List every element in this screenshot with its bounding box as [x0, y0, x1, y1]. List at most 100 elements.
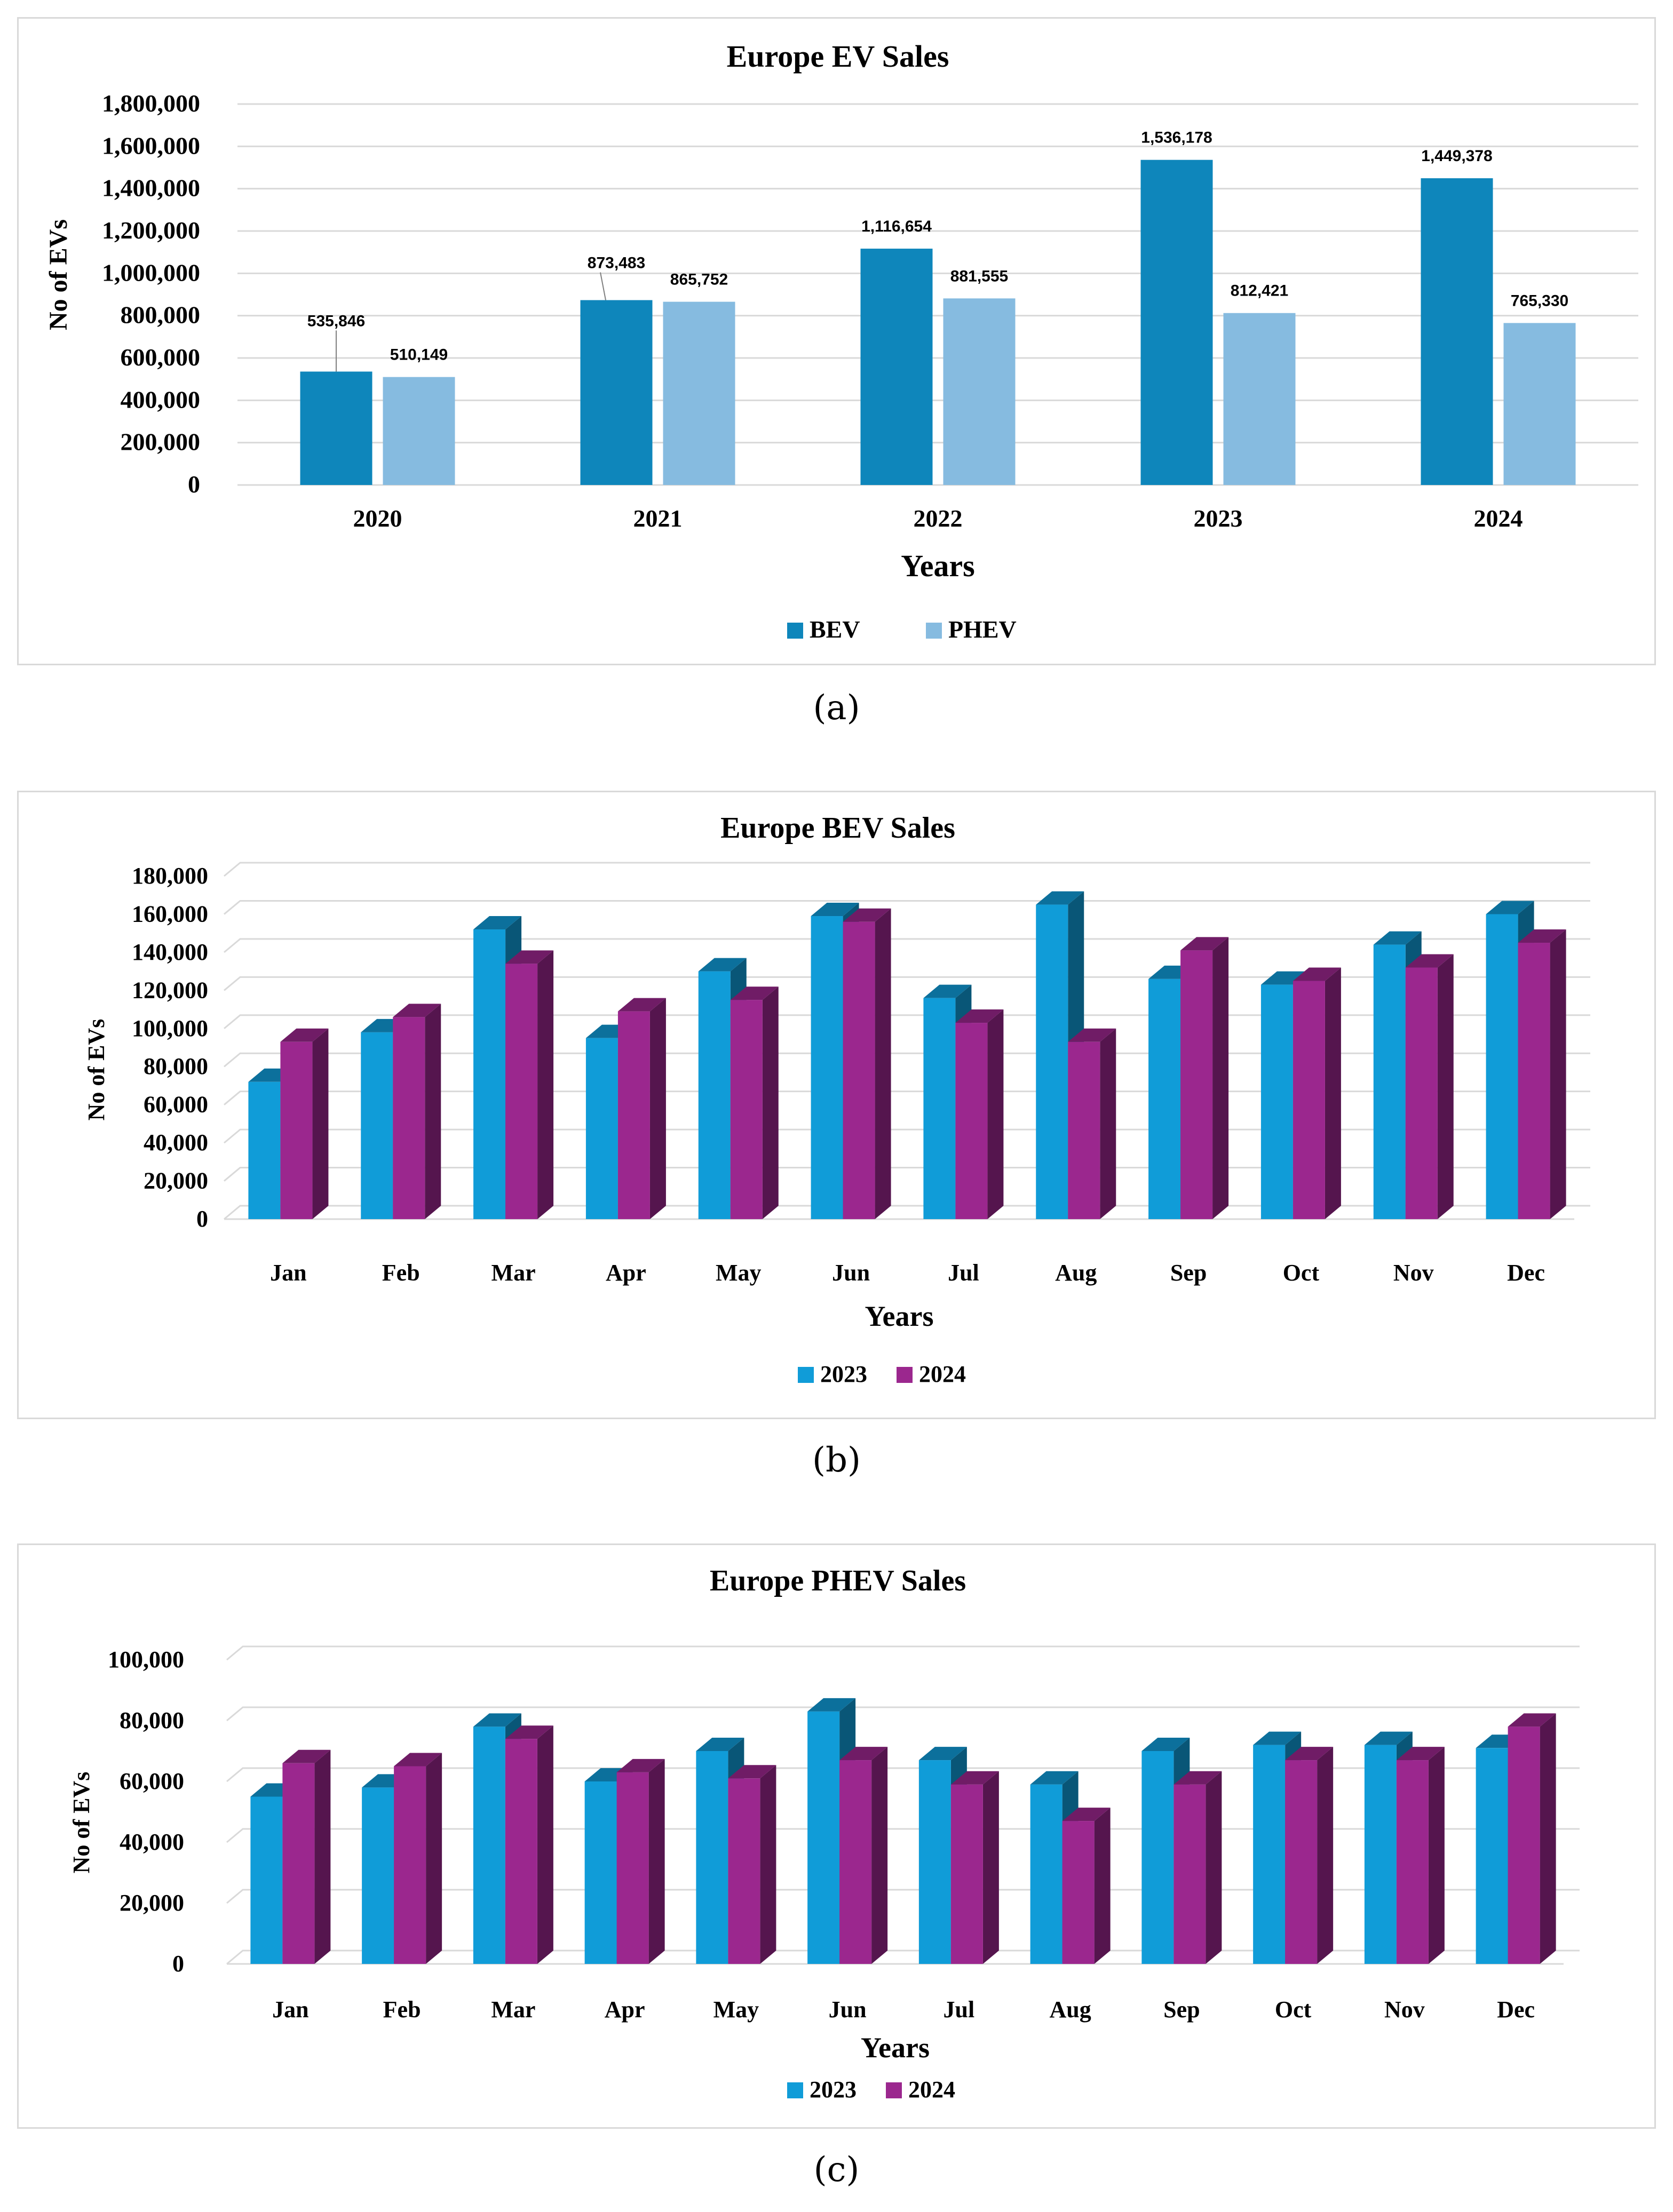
x-tick-label: Feb — [382, 1260, 420, 1286]
bar-2024-sep-side — [1212, 937, 1229, 1219]
data-label: 765,330 — [1511, 292, 1568, 309]
x-tick-label: Feb — [383, 1996, 421, 2023]
x-tick-label: Sep — [1170, 1260, 1207, 1286]
bar-2024-oct — [1293, 981, 1325, 1219]
bar-2023-dec — [1476, 1748, 1508, 1964]
y-tick-label: 800,000 — [121, 301, 201, 329]
bar-2024-aug — [1062, 1821, 1095, 1964]
bar-2024-jul — [955, 1023, 988, 1219]
bar-bev-2021 — [580, 300, 653, 485]
bar-2023-may — [698, 971, 731, 1219]
bar-2024-dec — [1518, 943, 1550, 1219]
chart-panel-bev-sales: Europe BEV Sales 0 20,000 40,000 60,000 80,00… — [17, 791, 1656, 1419]
bar-2024-jun-side — [871, 1747, 888, 1964]
bar-2023-mar-top — [473, 916, 522, 930]
bar-2023-dec — [1486, 914, 1518, 1219]
bar-2024-apr — [617, 1011, 650, 1219]
bar-2023-mar — [473, 929, 506, 1219]
bar-2024-oct-side — [1317, 1747, 1334, 1964]
legend-label-bev: BEV — [810, 616, 860, 643]
x-tick-label: Jun — [832, 1260, 870, 1286]
bar-bev-2023 — [1140, 160, 1213, 485]
legend-label-2023: 2023 — [820, 1361, 867, 1387]
bar-2023-may-top — [696, 1738, 744, 1751]
bar-2024-aug — [1068, 1041, 1100, 1219]
legend-swatch-2024 — [897, 1367, 913, 1383]
bar-2024-mar — [505, 964, 538, 1219]
y-tick-label: 200,000 — [121, 428, 201, 456]
bar-2024-jan-side — [314, 1749, 331, 1964]
y-tick-label: 100,000 — [132, 1015, 208, 1041]
bar-phev-2020 — [383, 377, 455, 485]
bar-2024-oct-side — [1325, 967, 1341, 1219]
x-axis-title: Years — [901, 548, 975, 583]
bar-2024-jun — [839, 1760, 872, 1964]
bar-2023-may — [696, 1751, 728, 1964]
y-axis-title: No of EVs — [44, 219, 73, 330]
legend-label-2023: 2023 — [810, 2076, 857, 2103]
bar-2024-jul-top — [955, 1009, 1004, 1023]
bar-2024-feb-top — [393, 1004, 441, 1017]
y-tick-label: 40,000 — [144, 1129, 208, 1156]
bar-2023-jul-top — [923, 984, 972, 998]
chart-title: Europe EV Sales — [727, 39, 949, 74]
caption-b: (b) — [812, 1441, 861, 1480]
x-tick-label: 2020 — [353, 505, 402, 532]
bar-2024-dec-top — [1518, 929, 1566, 943]
bar-2024-dec — [1508, 1726, 1540, 1964]
bar-2023-jun-top — [807, 1698, 856, 1712]
y-tick-label: 1,400,000 — [102, 174, 200, 202]
bar-2024-may-side — [762, 986, 779, 1219]
bar-2024-jun — [843, 921, 875, 1219]
x-tick-label: Sep — [1163, 1996, 1200, 2023]
legend-label-phev: PHEV — [948, 616, 1017, 643]
x-tick-label: 2021 — [633, 505, 683, 532]
legend-label-2024: 2024 — [908, 2076, 955, 2103]
bar-2024-dec-side — [1550, 929, 1566, 1219]
x-tick-label: 2022 — [914, 505, 963, 532]
x-tick-label: 2024 — [1474, 505, 1523, 532]
x-tick-label: Apr — [605, 1996, 645, 2023]
y-tick-label: 120,000 — [132, 977, 208, 1003]
legend-label-2024: 2024 — [919, 1361, 966, 1387]
bar-2023-nov — [1364, 1745, 1397, 1964]
x-tick-label: Oct — [1275, 1996, 1312, 2023]
y-tick-label: 0 — [196, 1206, 208, 1232]
y-tick-label: 1,800,000 — [102, 90, 200, 117]
bar-2024-nov — [1396, 1760, 1429, 1964]
bar-2024-feb — [394, 1766, 426, 1964]
x-tick-label: Nov — [1393, 1260, 1434, 1286]
y-tick-label: 20,000 — [144, 1168, 208, 1194]
y-tick-label: 1,000,000 — [102, 259, 200, 286]
gridline — [224, 900, 1590, 915]
bar-2023-aug-top — [1036, 891, 1084, 905]
bar-2024-sep-top — [1174, 1771, 1222, 1785]
legend-swatch-bev — [787, 623, 803, 639]
bar-2024-mar-side — [537, 950, 554, 1219]
data-label: 1,449,378 — [1421, 147, 1492, 165]
bar-2023-jan — [248, 1081, 281, 1219]
bar-2024-nov-top — [1396, 1747, 1445, 1761]
y-axis-title: No of EVs — [68, 1772, 94, 1874]
bar-2024-jul-side — [982, 1771, 999, 1964]
data-label: 873,483 — [588, 254, 645, 272]
bar-2023-sep-top — [1141, 1738, 1190, 1751]
bar-2023-oct — [1253, 1745, 1286, 1964]
bar-2024-apr-top — [617, 998, 666, 1012]
bar-2023-nov — [1373, 944, 1406, 1219]
gridline — [224, 1205, 1590, 1220]
bar-2023-jun-top — [811, 903, 859, 917]
bar-2023-sep — [1141, 1751, 1174, 1964]
phev-sales-chart: Europe PHEV Sales 0 20,000 40,000 60,000 80,0… — [68, 1564, 1580, 2103]
bar-phev-2022 — [943, 298, 1016, 485]
bar-2024-mar-side — [537, 1725, 553, 1964]
bar-2024-jan — [282, 1763, 315, 1964]
bar-2023-aug — [1036, 904, 1068, 1219]
caption-a: (a) — [813, 688, 860, 728]
x-tick-label: Aug — [1050, 1996, 1091, 2023]
bar-2024-feb-top — [394, 1753, 442, 1767]
bar-2024-jul-side — [987, 1009, 1004, 1219]
bar-2024-feb-side — [425, 1004, 441, 1219]
x-tick-label: Oct — [1283, 1260, 1320, 1286]
x-tick-label: Dec — [1507, 1260, 1545, 1286]
